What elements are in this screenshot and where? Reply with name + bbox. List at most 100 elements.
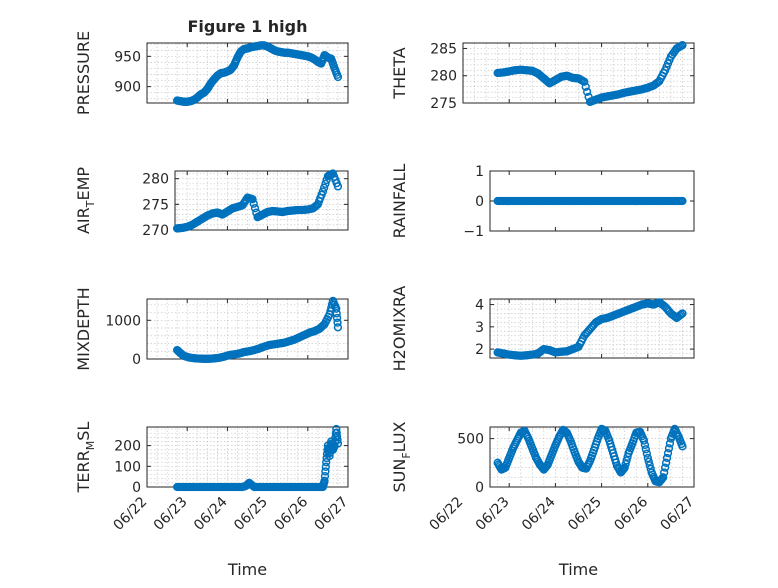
subplot-air_temp: 270 275 280 AIRTEMP (74, 167, 349, 239)
data-point (321, 179, 330, 188)
subplot-pressure: 900 950 PRESSURE Figure 1 high (74, 17, 349, 115)
data-point (333, 318, 342, 327)
data-point (320, 476, 329, 485)
x-tick-label: 06/24 (519, 494, 559, 534)
axes-box (146, 426, 349, 488)
y-tick-label: 280 (142, 172, 169, 188)
y-axis-label: AIRTEMP (74, 167, 97, 234)
axes-box (462, 42, 695, 104)
data-point (661, 458, 671, 467)
subplot-rainfall: −1 0 1 RAINFALL (390, 164, 695, 240)
data-point (678, 41, 687, 50)
y-tick-label: 1 (475, 164, 484, 180)
data-point (250, 204, 260, 213)
data-point (622, 456, 631, 465)
x-tick-label: 06/26 (611, 494, 651, 534)
x-tick-label: 06/25 (565, 494, 605, 534)
data-point (639, 436, 649, 445)
chart-title: Figure 1 high (188, 17, 308, 36)
data-point (645, 461, 654, 470)
data-point (643, 453, 652, 463)
data-point (333, 439, 343, 448)
y-tick-label: 950 (114, 49, 141, 65)
y-axis-label: SUNFLUX (390, 421, 413, 492)
y-tick-label: 200 (114, 439, 141, 455)
data-point (321, 467, 330, 476)
data-point (333, 323, 343, 332)
x-tick-label: 06/22 (111, 494, 151, 534)
axes-box (489, 426, 695, 488)
y-axis-label: RAINFALL (390, 164, 409, 239)
subplot-theta: 275 280 285 THETA (390, 41, 695, 112)
y-tick-label: 280 (430, 69, 457, 85)
y-tick-label: −1 (463, 224, 484, 240)
data-point (620, 463, 629, 472)
data-point (322, 458, 331, 467)
y-tick-label: 4 (475, 298, 484, 314)
axes-box (146, 42, 349, 104)
data-point (642, 449, 651, 458)
y-axis-label: H2OMIXRA (390, 286, 409, 372)
x-tick-label: 06/23 (473, 494, 513, 534)
data-point (665, 439, 675, 448)
y-tick-label: 0 (132, 352, 141, 368)
data-point (644, 457, 653, 466)
y-tick-label: 285 (430, 41, 457, 57)
data-point (320, 471, 330, 481)
data-point (621, 459, 630, 469)
x-tick-label: 06/23 (151, 494, 191, 534)
data-point (318, 187, 328, 196)
data-point (312, 201, 321, 210)
y-tick-label: 0 (475, 194, 484, 210)
axes-box (174, 170, 349, 231)
subplot-mixdepth: 0 1000 MIXDEPTH (74, 287, 349, 371)
data-point (663, 448, 673, 458)
data-point (619, 464, 628, 474)
data-point (332, 304, 341, 313)
y-tick-label: 900 (114, 80, 141, 96)
y-axis-label: THETA (390, 47, 409, 99)
data-point (581, 82, 590, 91)
y-tick-label: 275 (430, 96, 457, 112)
y-tick-label: 2 (475, 342, 484, 358)
data-point (544, 77, 553, 87)
data-point (333, 182, 343, 191)
data-point (640, 440, 650, 450)
data-point (321, 462, 330, 471)
y-tick-label: 3 (475, 320, 484, 336)
data-point (332, 309, 341, 318)
x-tick-label: 06/24 (191, 494, 231, 534)
x-tick-label: 06/26 (271, 494, 311, 534)
y-tick-label: 275 (142, 197, 169, 213)
data-point (678, 196, 687, 206)
axes-box (489, 298, 695, 359)
x-axis-label: Time (227, 560, 267, 579)
subplot-h2omixra: 2 3 4 H2OMIXRA (390, 286, 695, 372)
data-point (660, 463, 670, 472)
data-point (249, 199, 258, 208)
data-point (319, 183, 329, 192)
data-point (660, 468, 669, 477)
y-axis-label: MIXDEPTH (74, 287, 93, 370)
x-tick-label: 06/22 (427, 494, 467, 534)
data-point (333, 72, 343, 82)
data-point (333, 435, 342, 445)
y-tick-label: 0 (475, 480, 484, 496)
x-tick-label: 06/27 (658, 494, 698, 534)
data-point (659, 473, 668, 482)
subplot-sun_flux: 0 500 06/22 06/23 06/24 06/25 06/26 06/27 Time SU… (390, 421, 697, 579)
data-point (664, 444, 674, 453)
y-tick-label: 100 (114, 459, 141, 475)
data-point (580, 77, 589, 86)
y-tick-label: 1000 (105, 313, 141, 329)
subplot-terr_msl: 0 100 200 06/22 06/23 06/24 06/25 06/26 06/27 Tim… (74, 422, 351, 579)
axes-box (146, 298, 349, 360)
y-tick-label: 500 (457, 432, 484, 448)
data-point (583, 87, 592, 96)
data-point (678, 309, 687, 318)
data-point (676, 310, 686, 319)
data-point (641, 445, 651, 454)
x-tick-label: 06/25 (231, 494, 271, 534)
data-point (248, 195, 257, 204)
